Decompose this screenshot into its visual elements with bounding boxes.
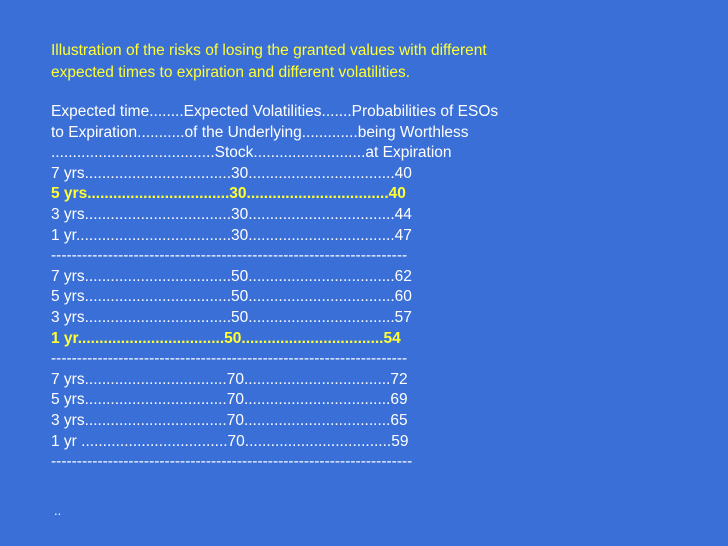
table-row: 5 yrs..................................5… (51, 288, 412, 306)
table-row: 3 yrs.................................70… (51, 411, 408, 429)
slide-title: Illustration of the risks of losing the … (51, 40, 691, 84)
table-row: 7 yrs..................................5… (51, 267, 412, 285)
table-divider: ----------------------------------------… (51, 453, 413, 471)
table-header-line-2: to Expiration...........of the Underlyin… (51, 123, 469, 141)
title-line-1: Illustration of the risks of losing the … (51, 42, 487, 59)
title-line-2: expected times to expiration and differe… (51, 64, 410, 81)
table-header-line-1: Expected time........Expected Volatiliti… (51, 103, 499, 120)
table-row-highlighted: 5 yrs.................................30… (51, 185, 406, 203)
table-row: 3 yrs..................................3… (51, 205, 412, 223)
footer-mark: .. (54, 503, 62, 518)
table-divider: ----------------------------------------… (51, 247, 408, 265)
table-row: 3 yrs..................................5… (51, 308, 412, 326)
table-row: 1 yr ..................................7… (51, 432, 409, 450)
table-row: 7 yrs..................................3… (51, 164, 412, 182)
table-row-highlighted: 1 yr..................................50… (51, 329, 401, 347)
table-row: 1 yr....................................… (51, 226, 412, 244)
table-row: 7 yrs.................................70… (51, 370, 408, 388)
table-row: 5 yrs.................................70… (51, 391, 408, 409)
probability-table: Expected time........Expected Volatiliti… (51, 102, 691, 473)
table-header-line-3: ......................................St… (51, 144, 452, 162)
table-divider: ----------------------------------------… (51, 350, 408, 368)
